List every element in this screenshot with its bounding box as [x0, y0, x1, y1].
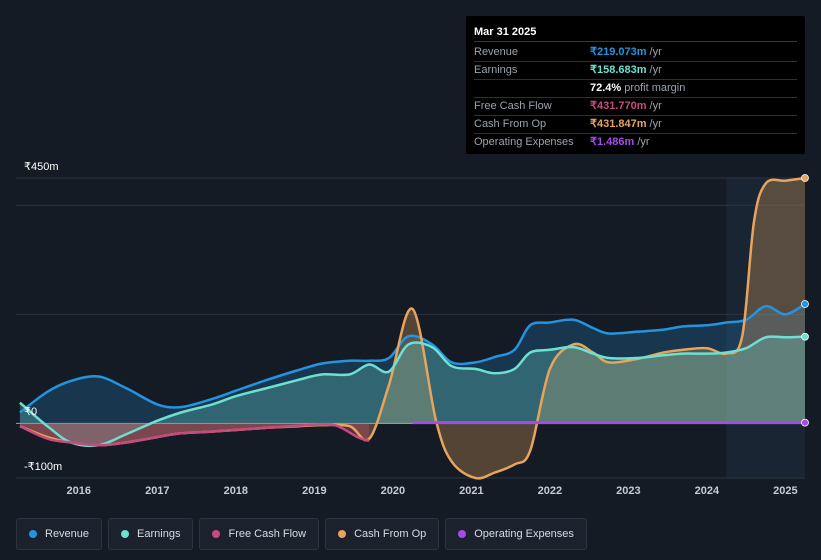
tooltip-row-value: ₹158.683m [590, 64, 647, 76]
tooltip-row-unit: /yr [649, 118, 662, 130]
x-tick-label: 2021 [459, 485, 484, 497]
legend-item-revenue[interactable]: Revenue [16, 518, 103, 550]
tooltip-row: Operating Expenses ₹1.486m/yr [474, 134, 797, 151]
legend-label: Free Cash Flow [228, 528, 307, 540]
tooltip-panel: Mar 31 2025 Revenue ₹219.073m/yr Earnings ₹… [466, 16, 805, 154]
tooltip-row-label: Free Cash Flow [474, 100, 552, 112]
tooltip-row-label: Cash From Op [474, 118, 547, 130]
legend-dot-icon [458, 530, 467, 538]
earnings-line [19, 335, 806, 448]
legend-dot-icon [338, 530, 347, 538]
cash-from-op-area [19, 178, 805, 479]
series-areas [19, 178, 805, 479]
cash-from-op-endpoint [801, 174, 809, 182]
legend-item-free-cash-flow[interactable]: Free Cash Flow [199, 518, 320, 550]
tooltip-row: Free Cash Flow ₹431.770m/yr [474, 98, 797, 116]
tooltip-row-unit: /yr [637, 136, 650, 148]
y-tick-label-top: ₹450m [24, 161, 59, 173]
legend: Revenue Earnings Free Cash Flow Cash From O… [16, 518, 587, 550]
gridlines [16, 177, 805, 479]
x-tick-label: 2017 [145, 485, 170, 497]
y-tick-label-bottom: -₹100m [24, 461, 63, 473]
x-tick-label: 2018 [223, 485, 249, 497]
legend-dot-icon [29, 530, 37, 538]
tooltip-row-unit: profit margin [624, 82, 686, 94]
legend-item-earnings[interactable]: Earnings [108, 518, 194, 550]
y-tick-label-zero: ₹0 [24, 406, 38, 418]
legend-label: Operating Expenses [474, 528, 574, 540]
legend-item-operating-expenses[interactable]: Operating Expenses [445, 518, 587, 550]
x-tick-label: 2020 [380, 485, 406, 497]
tooltip-row: Cash From Op ₹431.847m/yr [474, 116, 797, 134]
legend-item-cash-from-op[interactable]: Cash From Op [325, 518, 440, 550]
tooltip-row-value: ₹1.486m [590, 136, 635, 148]
tooltip-row-label: Revenue [474, 46, 519, 58]
x-tick-label: 2025 [773, 485, 798, 497]
free-cash-flow-line [19, 423, 370, 447]
x-tick-label: 2022 [537, 485, 563, 497]
series-lines [19, 176, 806, 480]
tooltip-row-unit: /yr [649, 46, 662, 58]
legend-label: Revenue [45, 528, 90, 540]
x-tick-label: 2024 [694, 485, 720, 497]
tooltip-row-value: ₹431.847m [590, 118, 647, 130]
revenue-endpoint [801, 300, 809, 308]
tooltip-rows: Revenue ₹219.073m/yr Earnings ₹158.683m/yr 7… [474, 44, 797, 151]
tooltip-row-value: ₹219.073m [590, 46, 647, 58]
operating-expenses-endpoint [801, 418, 809, 427]
tooltip-row-label: Earnings [474, 64, 518, 76]
tooltip-row: Earnings ₹158.683m/yr [474, 62, 797, 80]
tooltip-row-value: ₹431.770m [590, 100, 647, 112]
tooltip-row-value: 72.4% [590, 82, 622, 94]
series-endpoints [801, 174, 809, 427]
tooltip-row-unit: /yr [649, 64, 662, 76]
revenue-line [19, 302, 806, 414]
legend-dot-icon [121, 530, 130, 538]
legend-label: Cash From Op [354, 528, 427, 540]
free-cash-flow-area [19, 423, 370, 446]
x-tick-label: 2016 [66, 485, 92, 497]
legend-label: Earnings [137, 528, 181, 540]
tooltip-row-label: Operating Expenses [474, 136, 574, 148]
legend-dot-icon [212, 530, 221, 538]
x-tick-label: 2019 [302, 485, 327, 497]
tooltip-date: Mar 31 2025 [474, 23, 797, 42]
tooltip-row: Revenue ₹219.073m/yr [474, 44, 797, 62]
forecast-shade [726, 178, 805, 478]
x-tick-label: 2023 [616, 485, 641, 497]
earnings-area [19, 336, 805, 446]
earnings-endpoint [801, 332, 809, 341]
tooltip-row-unit: /yr [649, 100, 662, 112]
tooltip-row: 72.4% profit margin [474, 80, 797, 98]
tooltip-row-label [474, 80, 590, 97]
